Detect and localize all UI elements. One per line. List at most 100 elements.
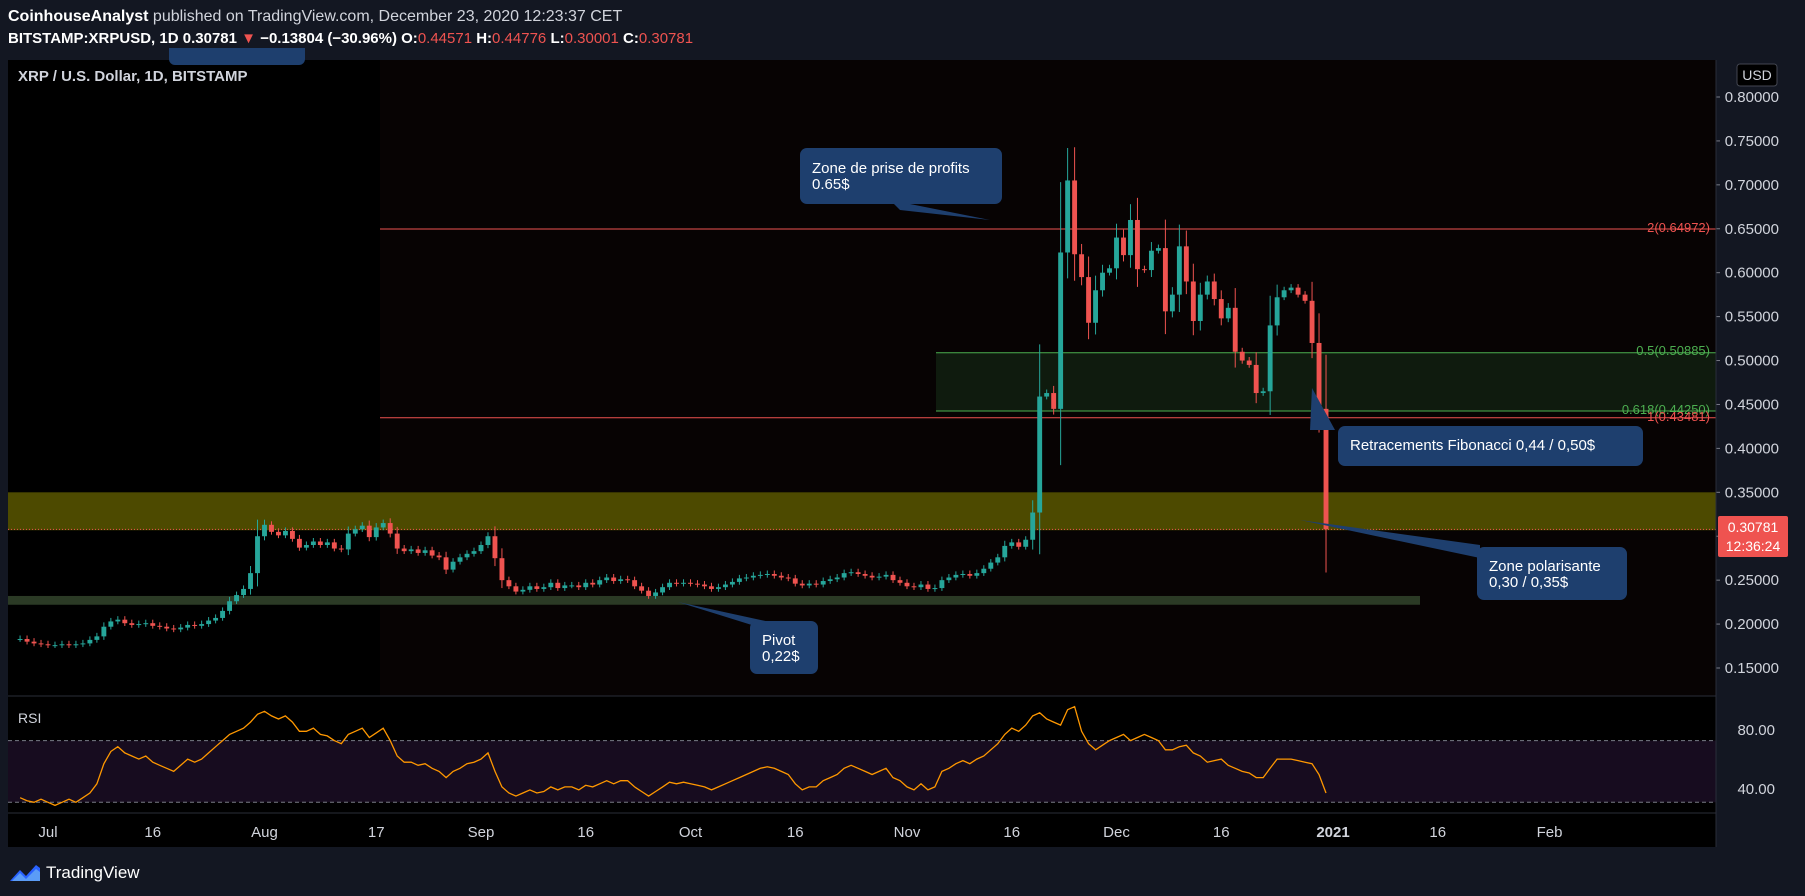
candle-body (981, 568, 987, 574)
candle-body (331, 542, 337, 549)
candle-body (506, 580, 512, 587)
published-info: published on TradingView.com, December 2… (152, 8, 623, 25)
candle-body (1281, 290, 1287, 298)
brand-name[interactable]: TradingView (46, 863, 140, 882)
candle-body (1260, 391, 1266, 394)
close-label: C: (623, 30, 639, 47)
candle-body (897, 580, 903, 583)
candle-body (688, 582, 693, 584)
candle-body (1211, 281, 1217, 300)
candle-body (1190, 281, 1196, 322)
candle-body (45, 644, 51, 646)
candle-body (1072, 180, 1078, 255)
candle-body (443, 557, 449, 570)
candle-body (303, 545, 309, 548)
author[interactable]: CoinhouseAnalyst (8, 8, 149, 25)
candle-body (1030, 512, 1036, 540)
price-axis-label: 0.45000 (1725, 396, 1779, 413)
low-value: 0.30001 (564, 30, 619, 47)
candle-body (932, 588, 938, 590)
candle-body (1079, 254, 1085, 278)
close-value: 0.30781 (638, 30, 694, 47)
candle-body (373, 527, 379, 538)
callout-fib[interactable]: Retracements Fibonacci 0,44 / 0,50$ (1310, 388, 1643, 466)
candle-body (625, 579, 631, 581)
price-axis-label: 0.75000 (1725, 133, 1779, 150)
candle-body (1218, 299, 1224, 319)
candle-body (1114, 237, 1119, 269)
candle-body (359, 525, 365, 530)
candle-body (1051, 393, 1057, 409)
candle-body (527, 586, 533, 590)
time-axis-label: 16 (1429, 824, 1446, 841)
time-axis-label: 16 (1213, 824, 1230, 841)
rsi-line (19, 705, 1327, 807)
price-axis-label: 0.55000 (1725, 309, 1779, 326)
candle-body (241, 588, 246, 596)
candle-body (925, 584, 931, 589)
candle-body (1100, 272, 1105, 291)
candle-body (674, 582, 679, 584)
candle-body (178, 627, 184, 630)
candle-body (820, 581, 826, 585)
candle-body (1086, 277, 1092, 323)
price-axis-label: 0.60000 (1725, 265, 1779, 282)
candle-body (513, 586, 519, 592)
publisher-line: CoinhouseAnalyst published on TradingVie… (8, 6, 622, 28)
time-axis-label: Aug (251, 824, 278, 841)
callout-profit[interactable]: Zone de prise de profits 0.65$ (800, 148, 1002, 220)
last-price-countdown: 12:36:24 (1726, 538, 1781, 554)
currency-badge[interactable] (1736, 63, 1778, 87)
last-price-tag: 0.30781 12:36:24 (1718, 516, 1788, 557)
symbol[interactable]: BITSTAMP:XRPUSD, 1D (8, 30, 179, 47)
candle-body (220, 610, 226, 618)
candle-body (904, 582, 910, 587)
high-label: H: (476, 30, 493, 47)
candle-body (1309, 300, 1315, 343)
candle-body (310, 541, 316, 546)
rsi-label: RSI (18, 710, 41, 726)
zone-polarisante (8, 492, 1716, 531)
candle-body (946, 577, 952, 581)
callout-polar[interactable]: Zone polarisante 0,30 / 0,35$ (1300, 520, 1627, 600)
candle-body (953, 574, 959, 578)
down-arrow-icon: ▼ (241, 30, 257, 47)
candle-body (1023, 539, 1029, 547)
candle-body (709, 586, 714, 589)
candle-body (171, 628, 177, 630)
time-axis-label: 16 (1003, 824, 1020, 841)
candle-body (841, 573, 847, 578)
candle-body (660, 587, 666, 593)
time-axis-label: 2021 (1316, 824, 1349, 841)
price-axis-label: 0.50000 (1725, 353, 1779, 370)
candle-body (1176, 246, 1182, 295)
open-value: 0.44571 (417, 30, 473, 47)
candle-body (80, 643, 86, 645)
candle-body (283, 530, 288, 536)
candle-body (883, 574, 889, 577)
candle-body (988, 562, 994, 569)
candle-body (1155, 248, 1161, 251)
callout-pivot[interactable]: Pivot 0,22$ (678, 602, 818, 674)
candle-body (1169, 294, 1175, 312)
rsi-band (8, 740, 1716, 803)
candle-body (213, 617, 219, 621)
price-axis-label: 0.80000 (1725, 89, 1779, 106)
candle-body (918, 584, 924, 588)
rsi-axis-label: 80.00 (1737, 722, 1775, 739)
fib-label-2: 2(0.64972) (1647, 220, 1710, 235)
candle-body (1135, 219, 1140, 270)
candle-body (715, 587, 721, 589)
candle-body (422, 550, 428, 553)
candle-body (764, 574, 770, 576)
time-axis-label: 16 (787, 824, 804, 841)
candle-body (1009, 542, 1015, 546)
candle-body (429, 550, 435, 556)
candles-layer (17, 147, 1329, 648)
candle-body (59, 644, 65, 646)
fib-label-1: 1(0.43481) (1647, 409, 1710, 424)
candle-body (1267, 325, 1273, 392)
candle-body (618, 579, 624, 582)
axes-layer: 0.80000 0.75000 0.70000 0.65000 0.60000 0.550… (38, 89, 1779, 841)
